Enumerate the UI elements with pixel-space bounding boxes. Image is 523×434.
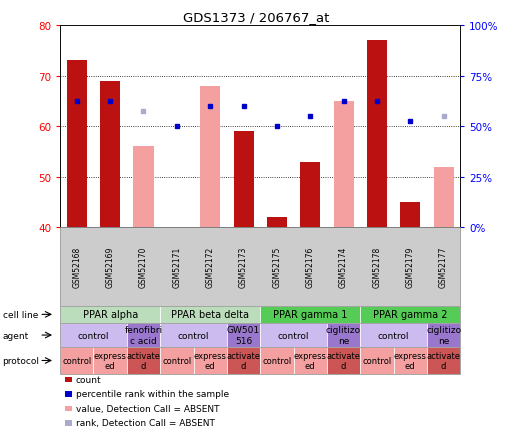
Text: control: control (78, 331, 109, 340)
Text: ciglitizo
ne: ciglitizo ne (326, 326, 361, 345)
Bar (400, 203, 420, 228)
Text: control: control (178, 331, 209, 340)
Text: GDS1373 / 206767_at: GDS1373 / 206767_at (183, 11, 329, 24)
Text: control: control (62, 356, 92, 365)
Text: GW501
516: GW501 516 (227, 326, 260, 345)
Text: PPAR alpha: PPAR alpha (83, 310, 138, 319)
Text: GSM52174: GSM52174 (339, 246, 348, 288)
Bar (100, 82, 120, 228)
Text: percentile rank within the sample: percentile rank within the sample (76, 390, 229, 398)
Bar (367, 41, 387, 228)
Bar (300, 162, 320, 228)
Bar (334, 102, 354, 228)
Text: GSM52169: GSM52169 (106, 246, 115, 288)
Text: PPAR gamma 1: PPAR gamma 1 (273, 310, 347, 319)
Bar (200, 86, 220, 228)
Text: express
ed: express ed (394, 351, 427, 370)
Text: rank, Detection Call = ABSENT: rank, Detection Call = ABSENT (76, 418, 215, 427)
Text: GSM52177: GSM52177 (439, 246, 448, 288)
Text: activate
d: activate d (326, 351, 360, 370)
Text: GSM52173: GSM52173 (239, 246, 248, 288)
Bar (267, 218, 287, 228)
Text: GSM52179: GSM52179 (406, 246, 415, 288)
Text: express
ed: express ed (94, 351, 127, 370)
Bar (434, 167, 453, 228)
Text: GSM52168: GSM52168 (72, 247, 81, 287)
Text: fenofibri
c acid: fenofibri c acid (124, 326, 163, 345)
Text: control: control (262, 356, 291, 365)
Text: GSM52175: GSM52175 (272, 246, 281, 288)
Text: value, Detection Call = ABSENT: value, Detection Call = ABSENT (76, 404, 219, 413)
Text: control: control (362, 356, 392, 365)
Text: ciglitizo
ne: ciglitizo ne (426, 326, 461, 345)
Text: PPAR beta delta: PPAR beta delta (171, 310, 249, 319)
Text: control: control (162, 356, 191, 365)
Bar (233, 132, 254, 228)
Text: activate
d: activate d (127, 351, 161, 370)
Text: count: count (76, 375, 101, 384)
Text: GSM52178: GSM52178 (372, 247, 381, 287)
Text: GSM52171: GSM52171 (173, 247, 181, 287)
Bar (67, 61, 87, 228)
Text: GSM52170: GSM52170 (139, 246, 148, 288)
Text: control: control (278, 331, 309, 340)
Text: activate
d: activate d (226, 351, 260, 370)
Text: GSM52176: GSM52176 (306, 246, 315, 288)
Text: express
ed: express ed (294, 351, 327, 370)
Text: activate
d: activate d (427, 351, 461, 370)
Text: protocol: protocol (3, 356, 40, 365)
Text: cell line: cell line (3, 310, 38, 319)
Text: control: control (378, 331, 410, 340)
Bar (133, 147, 154, 228)
Text: agent: agent (3, 331, 29, 340)
Text: GSM52172: GSM52172 (206, 247, 214, 287)
Text: express
ed: express ed (194, 351, 226, 370)
Text: PPAR gamma 2: PPAR gamma 2 (373, 310, 448, 319)
